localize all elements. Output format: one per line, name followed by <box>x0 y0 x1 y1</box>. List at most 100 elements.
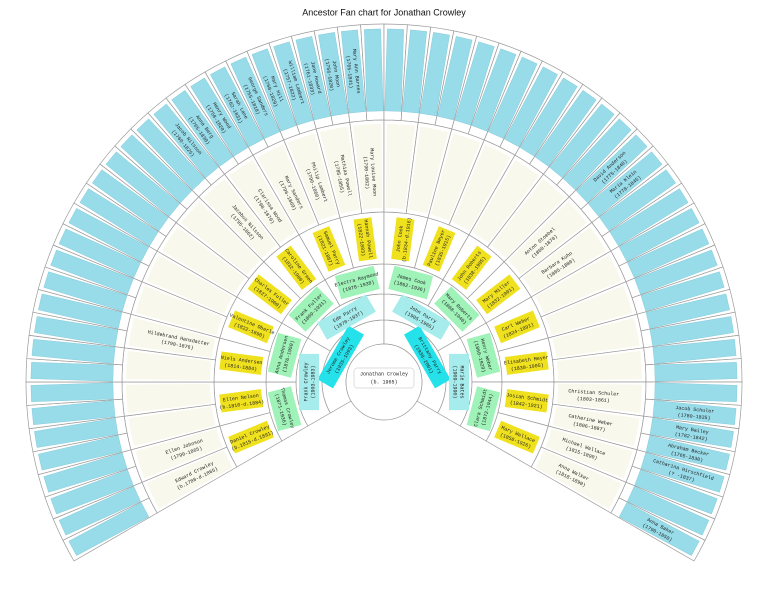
person-box <box>609 188 689 247</box>
cell-panel <box>126 351 212 381</box>
cell-panel <box>319 126 360 214</box>
person-box: Henry Weber(1860-1929) <box>466 332 501 378</box>
person-box: Clara Schmidt(1872-1944) <box>466 386 501 432</box>
cells <box>25 23 743 562</box>
box-bg <box>153 103 219 178</box>
box-bg <box>58 486 141 536</box>
box-bg <box>384 28 404 112</box>
chart-title: Ancestor Fan chart for Jonathan Crowley <box>302 7 466 17</box>
box-bg <box>68 208 150 262</box>
box-bg <box>563 118 632 191</box>
box-bg <box>341 29 366 114</box>
person-name: Ellen Nelson <box>223 393 259 404</box>
box-bg <box>640 271 725 312</box>
person-dates: (1814-1884) <box>224 362 258 372</box>
cell-panel <box>535 255 622 314</box>
box-bg <box>267 386 302 432</box>
box-bg <box>649 316 734 347</box>
person-box <box>654 382 738 402</box>
box-bg <box>519 77 578 157</box>
box-bg <box>588 151 663 217</box>
person-dates: (1756-1820) <box>323 58 334 92</box>
person-box: Mary Roberts(1868-1940) <box>434 286 480 332</box>
box-bg <box>43 271 128 312</box>
box-bg <box>402 29 427 114</box>
person-box: Thomas Crowley(1871-1936) <box>267 386 302 432</box>
person-box <box>58 486 141 536</box>
person-name: Mary Ann Barnes <box>351 49 361 94</box>
person-dates: (1909-1990) <box>452 365 458 398</box>
person-name: Christian Schuler <box>568 388 619 397</box>
box-bg <box>476 274 521 315</box>
person-box: Frank Crowley (1903-1983) <box>299 353 319 411</box>
box-bg <box>228 420 274 454</box>
person-box: Marie Bates(1909-1990) <box>449 353 469 411</box>
person-box <box>419 32 450 117</box>
person-box: Mary Hill(1760-1829) <box>251 48 297 132</box>
person-box <box>534 90 597 167</box>
person-box <box>618 208 700 262</box>
cell-panel <box>128 317 216 358</box>
box-bg <box>58 228 141 278</box>
cell-panel <box>452 144 511 231</box>
person-box <box>471 48 517 132</box>
box-bg <box>471 48 517 132</box>
person-dates: (1903-1983) <box>310 365 316 398</box>
cell-panel <box>385 124 415 210</box>
box-bg <box>31 400 116 425</box>
person-name: Elisabeth Meyer <box>504 355 549 367</box>
root-dates: (b. 1965) <box>370 379 397 385</box>
person-box <box>30 382 114 402</box>
box-bg <box>50 469 134 515</box>
box-bg <box>434 286 480 332</box>
person-box <box>30 362 114 382</box>
cell-panel <box>161 227 245 294</box>
person-box <box>58 228 141 278</box>
person-box <box>120 134 193 203</box>
person-box: Niels Andersen(1814-1884) <box>219 351 264 375</box>
box-bg <box>267 332 302 378</box>
cell-panel <box>203 178 277 258</box>
cell-panel <box>257 144 316 231</box>
box-bg <box>251 48 297 132</box>
box-bg <box>120 134 193 203</box>
person-box <box>43 271 128 312</box>
person-dates: (1830-1905) <box>511 362 545 372</box>
box-bg <box>295 36 331 121</box>
person-name: John Cook <box>395 225 404 253</box>
cell-panel <box>126 383 212 413</box>
box-bg <box>654 382 738 402</box>
box-bg <box>38 435 123 471</box>
person-box <box>649 316 734 347</box>
person-dates: (1780-1835) <box>677 412 710 421</box>
person-box <box>488 56 538 139</box>
box-bg <box>599 169 676 232</box>
box-bg <box>618 502 700 556</box>
person-name: John Moon <box>331 60 341 88</box>
box-bg <box>451 245 492 290</box>
box-bg <box>171 90 234 167</box>
cell-panel <box>556 351 642 381</box>
person-box: Jane Howard(1761-1833) <box>295 36 331 121</box>
person-box <box>68 502 150 556</box>
person-box <box>634 469 718 515</box>
box-bg <box>419 32 450 117</box>
cell-panel <box>545 428 633 479</box>
person-box <box>43 452 128 493</box>
box-bg <box>466 332 501 378</box>
box-bg <box>318 32 349 117</box>
person-box <box>384 28 404 112</box>
cell-panel <box>556 383 642 413</box>
person-name: Hannah Powell <box>362 219 373 258</box>
box-bg <box>504 351 549 375</box>
person-box: William Lambert(1757-1822) <box>273 41 314 126</box>
box-bg <box>652 339 737 364</box>
person-box: Hannah Powell(1822-1883) <box>353 217 377 262</box>
cell-panel <box>545 285 633 336</box>
person-box <box>563 118 632 191</box>
cell-panel <box>229 159 296 243</box>
person-name: Josiah Schmidt <box>506 392 548 403</box>
cell-panel <box>135 285 223 336</box>
person-box <box>136 118 205 191</box>
box-bg <box>627 486 710 536</box>
